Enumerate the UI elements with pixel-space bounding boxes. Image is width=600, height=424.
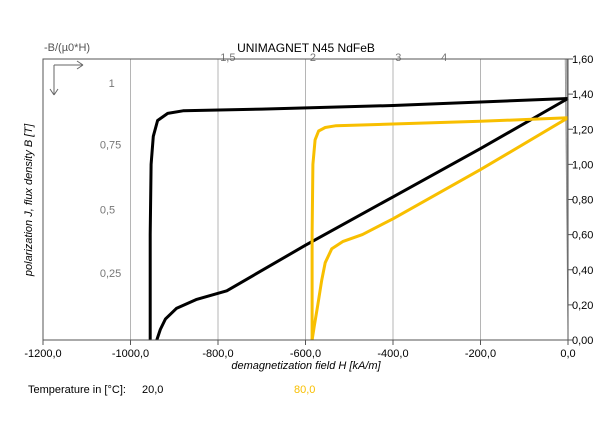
- x-tick-label-2: -800,0: [202, 348, 233, 360]
- curves: [148, 97, 569, 341]
- permeance-label-6: 3: [395, 52, 401, 64]
- x-tick-label-4: -400,0: [377, 348, 408, 360]
- series-0-B-curve: [155, 97, 569, 341]
- x-axis: -1200,0 -1000,0 -800,0 -600,0 -400,0 -200,0 0,…: [24, 340, 576, 360]
- y-axis-label: polarization J, flux density B [T]: [23, 123, 35, 277]
- legend-entry-20: 20,0: [142, 384, 164, 396]
- y-tick-label-4: 0,80: [572, 195, 593, 207]
- x-tick-label-0: -1200,0: [24, 348, 61, 360]
- y-tick-label-6: 1,20: [572, 124, 593, 136]
- y-tick-label-1: 0,20: [572, 300, 593, 312]
- y-axis: 0,00 0,20 0,40 0,60 0,80 1,00 1,20 1,40 1,60: [568, 54, 593, 347]
- permeance-label-7: 4: [441, 52, 447, 64]
- corner-label: -B/(µ0*H): [44, 42, 90, 54]
- permeance-label-2: 0,75: [100, 140, 121, 152]
- legend-entry-80: 80,0: [294, 384, 316, 396]
- x-axis-label: demagnetization field H [kA/m]: [231, 360, 381, 372]
- permeance-label-1: 0,5: [100, 205, 115, 217]
- permeance-label-0: 0,25: [100, 268, 121, 280]
- x-tick-label-6: 0,0: [560, 348, 575, 360]
- permeance-label-3: 1: [109, 78, 115, 90]
- y-tick-label-0: 0,00: [572, 335, 593, 347]
- chart-title: UNIMAGNET N45 NdFeB: [237, 41, 375, 55]
- y-tick-label-3: 0,60: [572, 230, 593, 242]
- y-tick-label-2: 0,40: [572, 265, 593, 277]
- x-tick-label-1: -1000,0: [112, 348, 149, 360]
- permeance-label-5: 2: [310, 52, 316, 64]
- permeance-label-4: 1,5: [220, 52, 235, 64]
- y-tick-label-5: 1,00: [572, 159, 593, 171]
- series-1-J-curve: [310, 116, 569, 340]
- permeance-lines: 0,25 0,5 0,75 1 1,5 2 3 4: [100, 52, 569, 341]
- y-tick-label-8: 1,60: [572, 54, 593, 66]
- y-tick-label-7: 1,40: [572, 89, 593, 101]
- x-tick-label-5: -200,0: [465, 348, 496, 360]
- x-tick-label-3: -600,0: [290, 348, 321, 360]
- corner-arrow-icon: [49, 60, 84, 96]
- legend-label: Temperature in [°C]:: [28, 384, 126, 396]
- series-0-J-curve: [148, 97, 569, 340]
- series-1-B-curve: [310, 116, 569, 341]
